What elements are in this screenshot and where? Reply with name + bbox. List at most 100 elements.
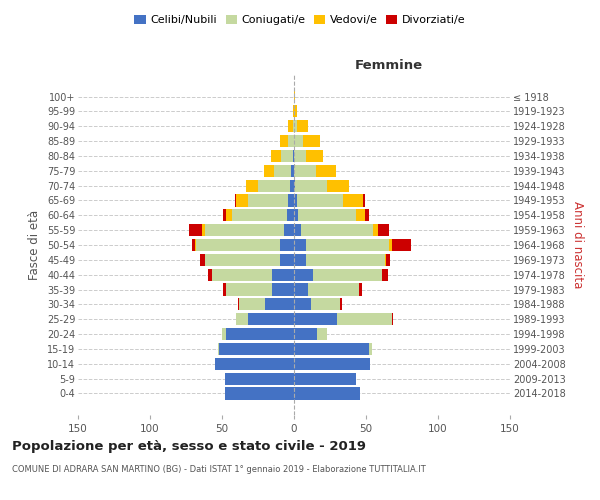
Bar: [272, 284, 294, 296]
Bar: [305, 254, 385, 266]
Bar: [294, 194, 297, 206]
Bar: [363, 194, 365, 206]
Bar: [280, 239, 294, 251]
Bar: [316, 164, 336, 177]
Bar: [294, 180, 295, 192]
Bar: [281, 150, 293, 162]
Bar: [294, 358, 370, 370]
Bar: [373, 224, 377, 236]
Bar: [226, 209, 232, 222]
Bar: [218, 343, 219, 355]
Bar: [294, 372, 356, 384]
Bar: [377, 224, 389, 236]
Bar: [392, 313, 394, 326]
Text: Popolazione per età, sesso e stato civile - 2019: Popolazione per età, sesso e stato civil…: [12, 440, 366, 453]
Bar: [288, 120, 293, 132]
Bar: [200, 254, 205, 266]
Bar: [205, 254, 280, 266]
Bar: [294, 150, 305, 162]
Bar: [311, 298, 340, 310]
Bar: [294, 135, 302, 147]
Legend: Celibi/Nubili, Coniugati/e, Vedovi/e, Divorziati/e: Celibi/Nubili, Coniugati/e, Vedovi/e, Di…: [130, 10, 470, 30]
Bar: [294, 106, 297, 118]
Bar: [226, 328, 294, 340]
Bar: [265, 298, 294, 310]
Bar: [294, 284, 308, 296]
Bar: [258, 180, 290, 192]
Bar: [343, 194, 363, 206]
Bar: [294, 388, 360, 400]
Bar: [369, 343, 372, 355]
Bar: [294, 254, 305, 266]
Bar: [226, 284, 272, 296]
Bar: [293, 120, 294, 132]
Bar: [248, 313, 294, 326]
Bar: [225, 372, 294, 384]
Bar: [392, 239, 410, 251]
Bar: [301, 224, 373, 236]
Bar: [294, 343, 369, 355]
Bar: [305, 239, 389, 251]
Bar: [205, 224, 284, 236]
Bar: [248, 194, 288, 206]
Bar: [271, 150, 281, 162]
Bar: [302, 135, 320, 147]
Bar: [202, 224, 205, 236]
Bar: [298, 209, 356, 222]
Bar: [356, 209, 365, 222]
Bar: [291, 164, 294, 177]
Bar: [297, 120, 308, 132]
Bar: [359, 284, 362, 296]
Bar: [189, 224, 202, 236]
Bar: [225, 388, 294, 400]
Bar: [235, 194, 236, 206]
Bar: [294, 209, 298, 222]
Text: Femmine: Femmine: [355, 58, 423, 71]
Bar: [365, 209, 369, 222]
Bar: [192, 239, 194, 251]
Bar: [223, 284, 226, 296]
Bar: [288, 135, 294, 147]
Bar: [280, 135, 288, 147]
Bar: [236, 194, 248, 206]
Y-axis label: Fasce di età: Fasce di età: [28, 210, 41, 280]
Bar: [290, 180, 294, 192]
Bar: [294, 268, 313, 281]
Bar: [294, 90, 295, 102]
Bar: [222, 328, 226, 340]
Y-axis label: Anni di nascita: Anni di nascita: [571, 202, 584, 288]
Bar: [223, 209, 226, 222]
Bar: [295, 180, 327, 192]
Bar: [327, 180, 349, 192]
Bar: [297, 194, 343, 206]
Bar: [194, 239, 196, 251]
Bar: [386, 254, 391, 266]
Bar: [232, 209, 287, 222]
Bar: [337, 313, 392, 326]
Bar: [247, 180, 258, 192]
Bar: [219, 343, 294, 355]
Bar: [305, 150, 323, 162]
Bar: [215, 358, 294, 370]
Bar: [294, 298, 311, 310]
Bar: [196, 239, 280, 251]
Bar: [308, 284, 359, 296]
Bar: [293, 106, 294, 118]
Bar: [382, 268, 388, 281]
Bar: [238, 298, 239, 310]
Bar: [284, 224, 294, 236]
Bar: [389, 239, 392, 251]
Bar: [212, 268, 272, 281]
Bar: [272, 268, 294, 281]
Bar: [294, 120, 297, 132]
Bar: [274, 164, 291, 177]
Bar: [294, 224, 301, 236]
Bar: [317, 328, 327, 340]
Bar: [340, 298, 341, 310]
Bar: [236, 313, 248, 326]
Bar: [313, 268, 382, 281]
Bar: [208, 268, 212, 281]
Bar: [294, 328, 317, 340]
Bar: [294, 164, 316, 177]
Bar: [288, 194, 294, 206]
